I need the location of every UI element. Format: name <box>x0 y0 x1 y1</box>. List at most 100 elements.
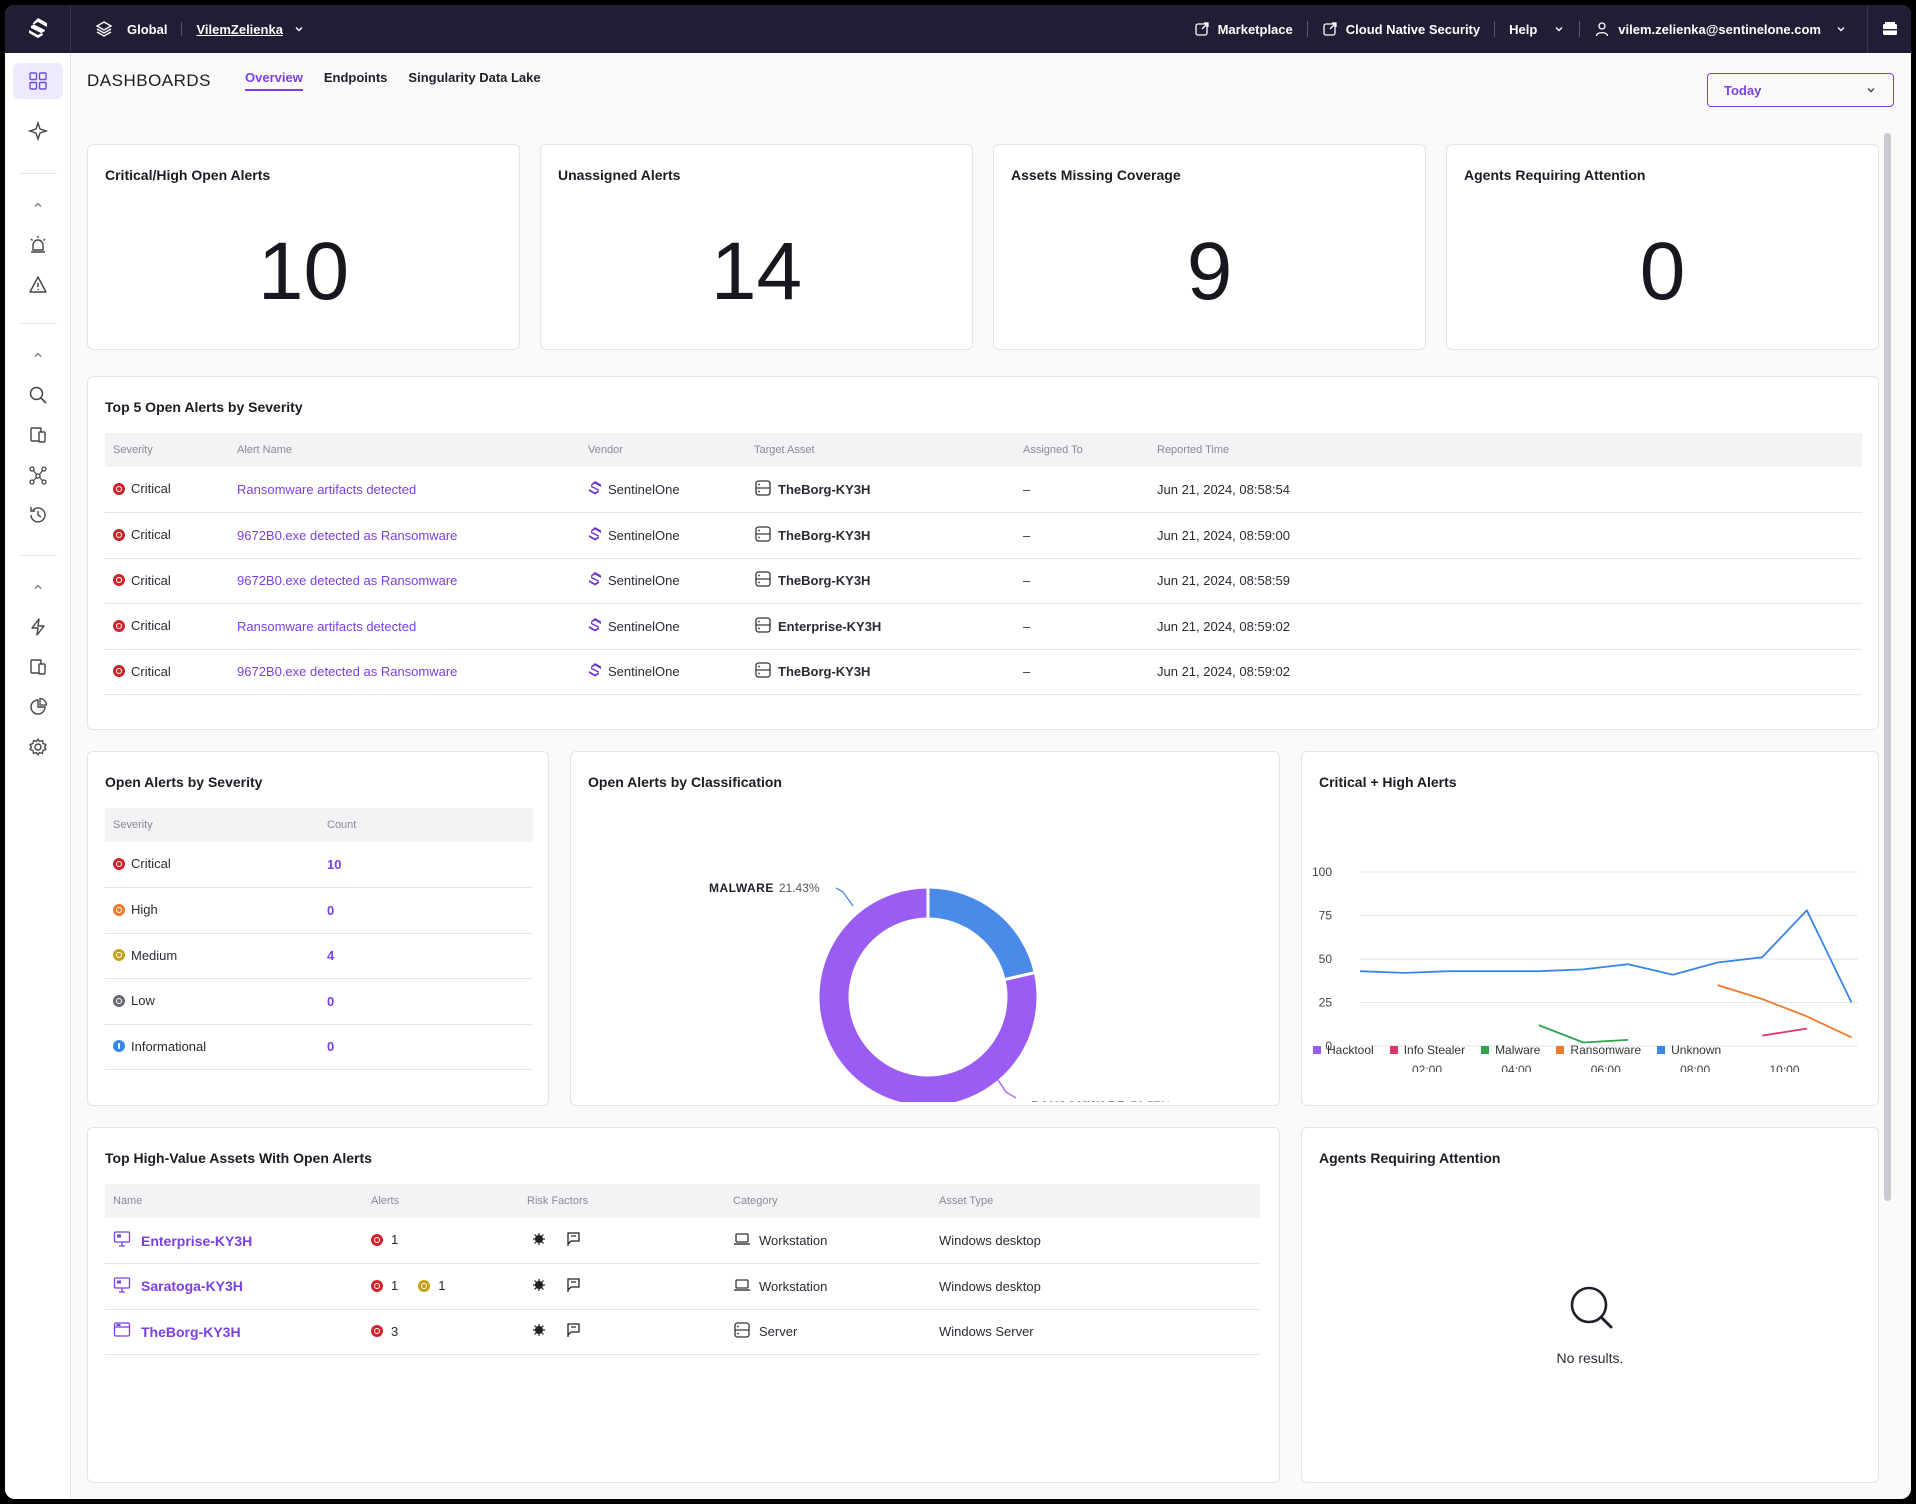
ransomware-label: RANSOMWARE 78.57% <box>1031 1099 1171 1102</box>
sidebar-collapse-up-2[interactable] <box>13 337 63 373</box>
table-row[interactable]: High 0 <box>105 887 533 934</box>
tab-endpoints[interactable]: Endpoints <box>323 70 388 85</box>
malware-risk-icon[interactable] <box>531 1322 547 1341</box>
series-line-ransomware[interactable] <box>1717 984 1852 1039</box>
series-line-malware[interactable] <box>1538 1024 1629 1044</box>
malware-risk-icon[interactable] <box>531 1277 547 1296</box>
legend-item-unknown[interactable]: Unknown <box>1657 1043 1721 1057</box>
critical-high-line-chart[interactable]: 100 75 50 25 0 02:00 04:00 06:00 08:00 10:00 <box>1302 802 1878 1072</box>
account-name[interactable]: VilemZelienka <box>196 21 283 37</box>
sidebar-item-alerts-siren[interactable] <box>13 227 63 263</box>
table-row[interactable]: Critical 10 <box>105 842 533 888</box>
table-row[interactable]: Saratoga-KY3H 1 1 Workstation Windows deskto… <box>105 1263 1260 1310</box>
help-menu[interactable]: Help <box>1495 22 1579 37</box>
cloud-native-security-link[interactable]: Cloud Native Security <box>1308 21 1494 37</box>
user-menu[interactable]: vilem.zelienka@sentinelone.com <box>1580 21 1861 37</box>
col-reported-time[interactable]: Reported Time <box>1149 433 1862 467</box>
target-asset[interactable]: Enterprise-KY3H <box>778 618 882 634</box>
kpi-critical-high[interactable]: Critical/High Open Alerts 10 <box>87 144 520 350</box>
alert-name-link[interactable]: Ransomware artifacts detected <box>237 482 417 497</box>
notifications-button[interactable] <box>1867 5 1911 53</box>
col-alerts[interactable]: Alerts <box>363 1184 519 1218</box>
flag-risk-icon[interactable] <box>565 1321 583 1342</box>
alert-name-link[interactable]: Ransomware artifacts detected <box>237 618 417 634</box>
page-scrollbar[interactable] <box>1884 133 1891 1201</box>
kpi-missing-coverage[interactable]: Assets Missing Coverage 9 <box>993 144 1426 350</box>
scope-global[interactable]: Global <box>127 21 168 37</box>
table-row[interactable]: Informational 0 <box>105 1024 533 1070</box>
col-severity[interactable]: Severity <box>105 808 319 842</box>
target-asset[interactable]: TheBorg-KY3H <box>778 664 871 680</box>
col-alert-name[interactable]: Alert Name <box>229 433 580 467</box>
alert-name-link[interactable]: 9672B0.exe detected as Ransomware <box>237 664 458 680</box>
tab-overview[interactable]: Overview <box>245 70 303 91</box>
table-row[interactable]: Low 0 <box>105 978 533 1025</box>
col-name[interactable]: Name <box>105 1184 363 1218</box>
severity-count-link[interactable]: 0 <box>327 993 335 1009</box>
series-line-info-stealer[interactable] <box>1762 1027 1807 1037</box>
chevron-down-icon[interactable] <box>293 23 305 35</box>
col-target-asset[interactable]: Target Asset <box>746 433 1015 467</box>
severity-count-link[interactable]: 0 <box>327 1039 335 1055</box>
sidebar-item-automation[interactable] <box>13 609 63 645</box>
classification-donut[interactable]: MALWARE 21.43% RANSOMWARE 78.57% <box>571 802 1279 1102</box>
alert-name-link[interactable]: 9672B0.exe detected as Ransomware <box>237 573 458 589</box>
severity-count-link[interactable]: 10 <box>327 857 342 872</box>
col-category[interactable]: Category <box>725 1184 931 1218</box>
alert-name-link[interactable]: 9672B0.exe detected as Ransomware <box>237 527 458 543</box>
col-assigned-to[interactable]: Assigned To <box>1015 433 1149 467</box>
col-vendor[interactable]: Vendor <box>580 433 746 467</box>
kpi-unassigned[interactable]: Unassigned Alerts 14 <box>540 144 973 350</box>
sidebar-item-endpoints[interactable] <box>13 649 63 685</box>
sidebar-item-settings[interactable] <box>13 729 63 765</box>
table-row[interactable]: Enterprise-KY3H 1 Workstation Windows deskt… <box>105 1218 1260 1264</box>
asset-name-link[interactable]: Enterprise-KY3H <box>141 1232 253 1249</box>
table-row[interactable]: Critical 9672B0.exe detected as Ransomwar… <box>105 512 1862 559</box>
target-asset[interactable]: TheBorg-KY3H <box>778 573 871 589</box>
kpi-value: 9 <box>1186 226 1233 317</box>
col-count[interactable]: Count <box>319 808 533 842</box>
legend-item-malware[interactable]: Malware <box>1481 1043 1540 1057</box>
table-row[interactable]: Critical 9672B0.exe detected as Ransomwar… <box>105 558 1862 604</box>
date-range-select[interactable]: Today <box>1707 73 1894 107</box>
sidebar-item-reports[interactable] <box>13 689 63 725</box>
malware-risk-icon[interactable] <box>531 1231 547 1250</box>
scope-selector[interactable]: Global VilemZelienka <box>95 20 305 38</box>
asset-name-link[interactable]: TheBorg-KY3H <box>141 1323 241 1340</box>
col-risk-factors[interactable]: Risk Factors <box>519 1184 725 1218</box>
sentinelone-logo-icon[interactable] <box>5 5 71 53</box>
sidebar-item-dashboards[interactable] <box>13 63 63 99</box>
severity-count-link[interactable]: 0 <box>327 902 335 918</box>
donut-slice-ransomware[interactable] <box>816 885 1040 1102</box>
legend-item-info-stealer[interactable]: Info Stealer <box>1389 1043 1465 1057</box>
asset-name-link[interactable]: Saratoga-KY3H <box>141 1278 243 1295</box>
sidebar-collapse-up-3[interactable] <box>13 569 63 605</box>
col-severity[interactable]: Severity <box>105 433 229 467</box>
sidebar-item-history[interactable] <box>13 497 63 533</box>
table-row[interactable]: Medium 4 <box>105 933 533 979</box>
legend-item-ransomware[interactable]: Ransomware <box>1556 1043 1641 1057</box>
target-asset[interactable]: TheBorg-KY3H <box>778 482 871 497</box>
target-asset[interactable]: TheBorg-KY3H <box>778 527 871 543</box>
table-row[interactable]: Critical 9672B0.exe detected as Ransomwar… <box>105 649 1862 695</box>
tab-singularity-data-lake[interactable]: Singularity Data Lake <box>408 70 541 85</box>
legend-item-hacktool[interactable]: Hacktool <box>1313 1043 1374 1057</box>
series-line-unknown[interactable] <box>1359 909 1853 1003</box>
sidebar-item-graph[interactable] <box>13 457 63 493</box>
kpi-agents-attention[interactable]: Agents Requiring Attention 0 <box>1446 144 1879 350</box>
table-row[interactable]: TheBorg-KY3H 3 Server Windows Server <box>105 1309 1260 1355</box>
flag-risk-icon[interactable] <box>565 1230 583 1251</box>
table-row[interactable]: Critical Ransomware artifacts detected Sen… <box>105 603 1862 650</box>
sidebar-item-alerts[interactable] <box>13 267 63 303</box>
flag-risk-icon[interactable] <box>565 1276 583 1297</box>
sidebar-item-inventory[interactable] <box>13 417 63 453</box>
col-asset-type[interactable]: Asset Type <box>931 1184 1260 1218</box>
sidebar-item-purple-ai[interactable] <box>13 113 63 149</box>
y-tick-label: 75 <box>1319 909 1333 923</box>
marketplace-link[interactable]: Marketplace <box>1180 21 1307 37</box>
table-row[interactable]: Critical Ransomware artifacts detected Sen… <box>105 467 1862 513</box>
severity-count-link[interactable]: 4 <box>327 948 335 964</box>
sidebar-item-search[interactable] <box>13 377 63 413</box>
sidebar-collapse-up-1[interactable] <box>13 187 63 223</box>
donut-slice-malware[interactable] <box>926 885 1038 982</box>
